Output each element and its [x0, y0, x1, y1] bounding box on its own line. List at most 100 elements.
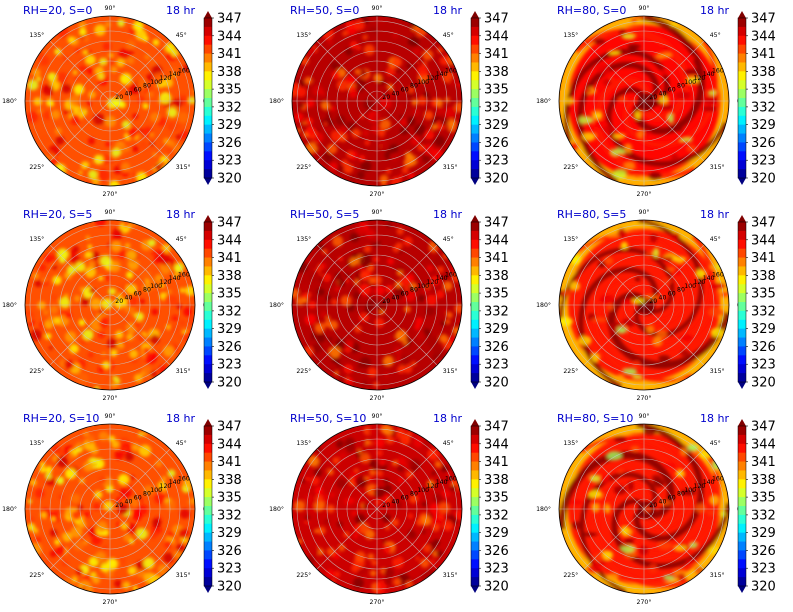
colorbar-band	[738, 506, 746, 516]
field-cell	[167, 139, 175, 147]
field-cell	[336, 478, 347, 489]
field-cell	[391, 437, 400, 445]
colorbar-tick-label: 323	[751, 562, 776, 577]
colorbar-tick-label: 335	[217, 287, 242, 302]
field-cell	[304, 255, 313, 264]
field-cell	[399, 331, 406, 338]
colorbar-band	[471, 497, 479, 507]
field-cell	[69, 114, 81, 125]
field-cell	[401, 26, 414, 39]
colorbar-band	[738, 479, 746, 489]
field-cell	[313, 468, 323, 477]
field-cell	[78, 520, 87, 529]
colorbar-tick-label: 341	[217, 47, 242, 62]
field-cell	[332, 457, 340, 465]
field-cell	[165, 499, 177, 511]
field-cell	[329, 162, 338, 171]
field-cell	[353, 533, 358, 539]
colorbar-tick-label: 326	[751, 340, 776, 355]
colorbar-tick-label: 335	[751, 83, 776, 98]
field-cell	[345, 20, 356, 30]
field-cell	[599, 294, 616, 304]
field-cell	[305, 476, 310, 481]
field-cell	[96, 520, 108, 533]
field-cell	[376, 449, 384, 457]
field-cell	[77, 581, 84, 588]
field-cell	[157, 47, 165, 55]
radial-tick-label: 40	[125, 294, 133, 301]
field-cell	[300, 478, 306, 484]
field-cell	[434, 460, 442, 468]
field-cell	[401, 437, 408, 444]
field-cell	[613, 485, 627, 495]
radial-tick-label: 160	[178, 271, 190, 278]
field-cell	[605, 573, 619, 583]
field-cell	[368, 276, 376, 284]
colorbar-band	[471, 106, 479, 117]
field-cell	[710, 282, 727, 290]
panel-time-label: 18 hr	[433, 208, 462, 221]
field-cell	[322, 151, 334, 162]
angular-tick-label: 270°	[637, 394, 652, 402]
field-cell	[102, 545, 109, 551]
field-cell	[317, 243, 325, 251]
field-cell	[136, 95, 145, 104]
field-cell	[426, 264, 434, 272]
colorbar-band	[204, 577, 212, 587]
field-cell	[182, 307, 193, 317]
field-cell	[407, 530, 417, 540]
field-cell	[632, 360, 641, 367]
colorbar-band	[204, 328, 212, 338]
field-cell	[139, 444, 151, 457]
radial-tick-label: 160	[712, 67, 724, 74]
field-cell	[57, 448, 65, 457]
angular-tick-label: 135°	[29, 439, 44, 447]
field-cell	[709, 495, 720, 506]
colorbar-band	[471, 461, 479, 471]
colorbar-band	[204, 302, 212, 312]
colorbar-band	[471, 532, 479, 542]
colorbar-band	[471, 284, 479, 294]
colorbar-band	[471, 541, 479, 551]
field-cell	[114, 450, 125, 460]
spiral-band	[576, 232, 689, 325]
colorbar-band	[738, 26, 746, 37]
radial-tick-label: 60	[401, 495, 409, 502]
field-cell	[113, 97, 123, 108]
field-cell	[707, 90, 718, 96]
angular-tick-label: 270°	[637, 598, 652, 606]
colorbar-tick-label: 347	[217, 12, 242, 27]
colorbar-band	[471, 310, 479, 321]
field-cell	[317, 526, 326, 535]
field-cell	[433, 255, 445, 268]
field-cell	[97, 365, 105, 373]
field-cell	[171, 315, 179, 322]
field-cell	[612, 133, 626, 139]
field-cell	[305, 45, 316, 57]
colorbar-band	[471, 89, 479, 99]
field-cell	[110, 240, 122, 252]
field-cell	[34, 279, 42, 288]
field-cell	[36, 76, 42, 82]
field-cell	[112, 228, 124, 240]
colorbar-band	[204, 514, 212, 525]
field-cell	[644, 295, 660, 300]
field-cell	[386, 83, 394, 91]
field-cell	[98, 331, 105, 338]
field-cell	[360, 160, 372, 172]
field-cell	[385, 110, 391, 116]
colorbar-band	[204, 248, 212, 258]
field-cell	[397, 264, 404, 272]
field-cell	[667, 113, 674, 124]
field-cell	[695, 269, 707, 279]
radial-tick-label: 120	[427, 279, 439, 286]
grid-spoke	[109, 40, 171, 102]
field-cell	[93, 113, 106, 126]
angular-tick-label: 315°	[710, 163, 725, 171]
colorbar: 347 344 341 338 335 332 329 326 323 320	[203, 419, 242, 595]
field-cell	[423, 110, 434, 120]
field-cell	[316, 333, 326, 343]
colorbar-band	[204, 479, 212, 489]
colorbar-band	[738, 532, 746, 542]
